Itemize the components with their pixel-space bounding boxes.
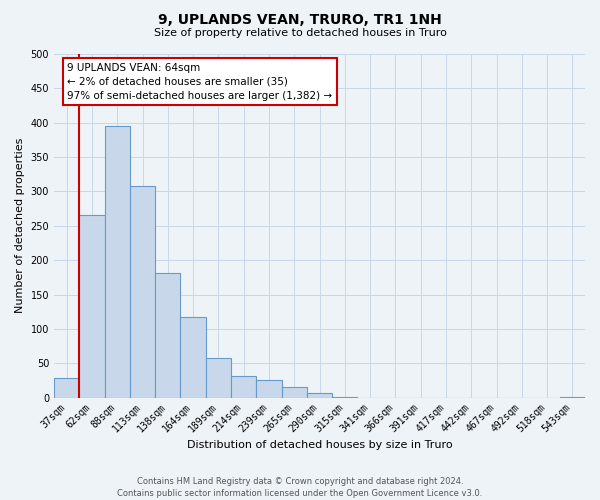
Bar — [79, 216, 104, 398]
Bar — [231, 376, 256, 398]
Bar — [104, 126, 130, 398]
Text: Contains HM Land Registry data © Crown copyright and database right 2024.
Contai: Contains HM Land Registry data © Crown c… — [118, 476, 482, 498]
Bar — [332, 397, 358, 398]
Bar — [155, 272, 181, 398]
Text: 9 UPLANDS VEAN: 64sqm
← 2% of detached houses are smaller (35)
97% of semi-detac: 9 UPLANDS VEAN: 64sqm ← 2% of detached h… — [67, 62, 332, 100]
Bar — [54, 378, 79, 398]
Text: 9, UPLANDS VEAN, TRURO, TR1 1NH: 9, UPLANDS VEAN, TRURO, TR1 1NH — [158, 12, 442, 26]
Bar — [307, 393, 332, 398]
X-axis label: Distribution of detached houses by size in Truro: Distribution of detached houses by size … — [187, 440, 452, 450]
Bar — [281, 388, 307, 398]
Bar — [206, 358, 231, 398]
Bar — [560, 397, 585, 398]
Y-axis label: Number of detached properties: Number of detached properties — [15, 138, 25, 314]
Bar — [130, 186, 155, 398]
Text: Size of property relative to detached houses in Truro: Size of property relative to detached ho… — [154, 28, 446, 38]
Bar — [181, 317, 206, 398]
Bar — [256, 380, 281, 398]
